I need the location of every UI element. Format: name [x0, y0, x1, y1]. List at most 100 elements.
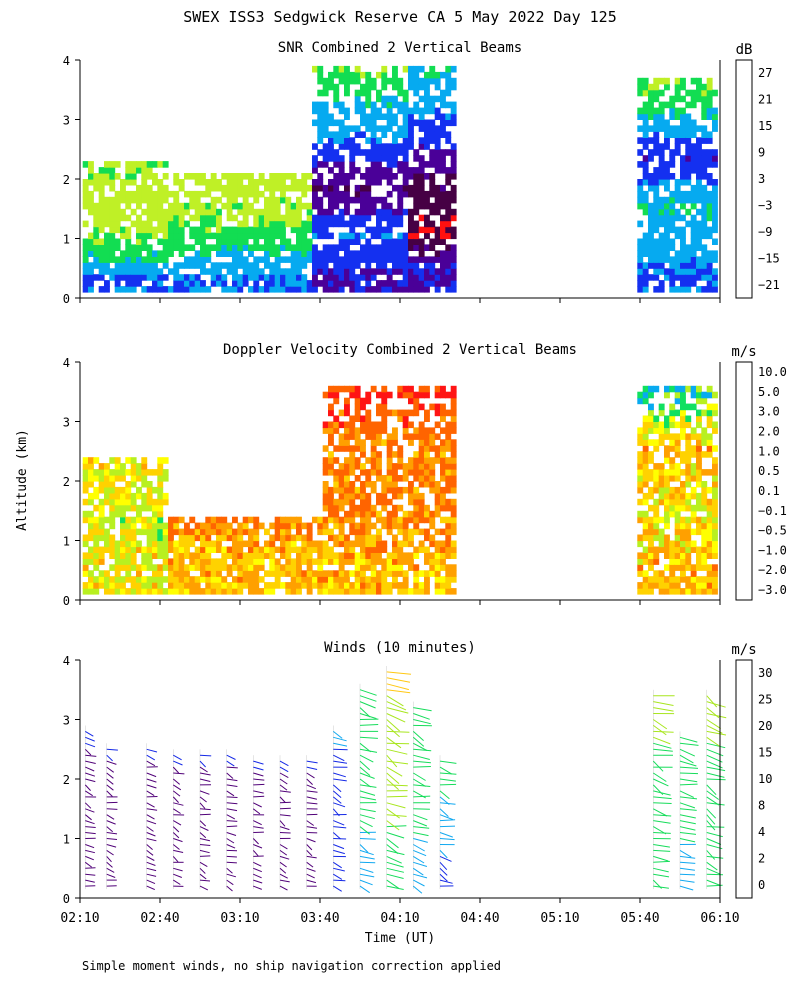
data-cell — [365, 274, 372, 281]
data-cell — [381, 113, 388, 120]
data-cell — [333, 475, 340, 482]
data-cell — [317, 220, 324, 228]
data-cell — [114, 262, 121, 269]
wind-barb — [653, 860, 670, 863]
data-cell — [109, 486, 116, 494]
data-cell — [360, 552, 366, 559]
data-cell — [88, 179, 94, 186]
data-cell — [365, 481, 372, 488]
data-cell — [434, 552, 441, 559]
data-cell — [242, 268, 249, 275]
data-cell — [130, 475, 137, 482]
data-cell — [434, 457, 441, 464]
data-cell — [706, 588, 713, 595]
data-cell — [370, 522, 377, 530]
data-cell — [98, 576, 105, 583]
data-cell — [328, 274, 334, 281]
data-cell — [413, 179, 420, 186]
data-cell — [397, 107, 404, 115]
data-cell — [381, 280, 388, 287]
data-cell — [642, 433, 649, 440]
data-cell — [413, 570, 420, 577]
y-tick-label: 0 — [63, 292, 70, 306]
data-cell — [189, 214, 196, 222]
data-cell — [178, 540, 185, 548]
data-cell — [637, 451, 644, 458]
data-cell — [104, 179, 110, 186]
data-cell — [146, 286, 153, 293]
data-cell — [317, 588, 324, 595]
data-cell — [429, 522, 436, 530]
data-cell — [445, 190, 452, 198]
data-cell — [424, 286, 430, 293]
wind-barb — [359, 838, 376, 840]
data-cell — [674, 125, 681, 132]
data-cell — [413, 202, 420, 210]
data-cell — [344, 208, 350, 216]
data-cell — [258, 564, 265, 571]
data-cell — [120, 504, 126, 512]
data-cell — [312, 214, 318, 222]
wind-barb — [439, 766, 453, 775]
data-cell — [114, 226, 121, 234]
data-cell — [333, 220, 340, 228]
data-cell — [344, 457, 350, 464]
data-cell — [653, 385, 660, 393]
data-cell — [680, 576, 686, 583]
data-cell — [216, 196, 222, 204]
data-cell — [674, 582, 681, 589]
data-cell — [690, 427, 697, 434]
data-cell — [354, 250, 361, 257]
data-cell — [354, 486, 361, 494]
data-cell — [701, 546, 708, 553]
data-cell — [440, 415, 446, 422]
data-cell — [434, 256, 441, 263]
data-cell — [114, 238, 121, 245]
data-cell — [125, 534, 132, 542]
data-cell — [216, 534, 222, 542]
data-cell — [98, 546, 105, 553]
data-cell — [205, 588, 212, 595]
data-cell — [381, 409, 388, 417]
data-cell — [322, 457, 329, 464]
wind-barb — [199, 754, 212, 757]
data-cell — [141, 286, 148, 293]
data-cell — [397, 238, 404, 245]
data-cell — [104, 268, 110, 275]
data-cell — [120, 463, 126, 470]
data-cell — [221, 528, 228, 536]
data-cell — [141, 582, 148, 589]
data-cell — [424, 71, 430, 79]
data-cell — [141, 220, 148, 228]
data-cell — [648, 588, 654, 595]
colorbar-label: 30 — [758, 666, 772, 680]
data-cell — [392, 439, 398, 446]
data-cell — [653, 552, 660, 559]
data-cell — [349, 286, 356, 293]
colorbar-label: 15 — [758, 119, 772, 133]
data-cell — [306, 558, 313, 565]
data-cell — [440, 391, 446, 399]
data-cell — [344, 113, 350, 120]
data-cell — [440, 262, 446, 269]
data-cell — [706, 280, 713, 287]
data-cell — [392, 238, 398, 245]
data-cell — [349, 463, 356, 470]
wind-barb — [146, 885, 155, 891]
data-cell — [696, 415, 702, 422]
data-cell — [88, 262, 94, 269]
data-cell — [317, 214, 324, 222]
data-cell — [664, 582, 670, 589]
data-cell — [370, 77, 377, 85]
data-cell — [440, 202, 446, 210]
data-cell — [333, 540, 340, 548]
data-cell — [397, 256, 404, 263]
data-cell — [130, 286, 137, 293]
wind-barb — [679, 802, 696, 809]
wind-barb — [653, 814, 672, 817]
data-cell — [168, 232, 174, 240]
data-cell — [365, 498, 372, 506]
data-cell — [658, 238, 665, 245]
data-cell — [104, 280, 110, 287]
